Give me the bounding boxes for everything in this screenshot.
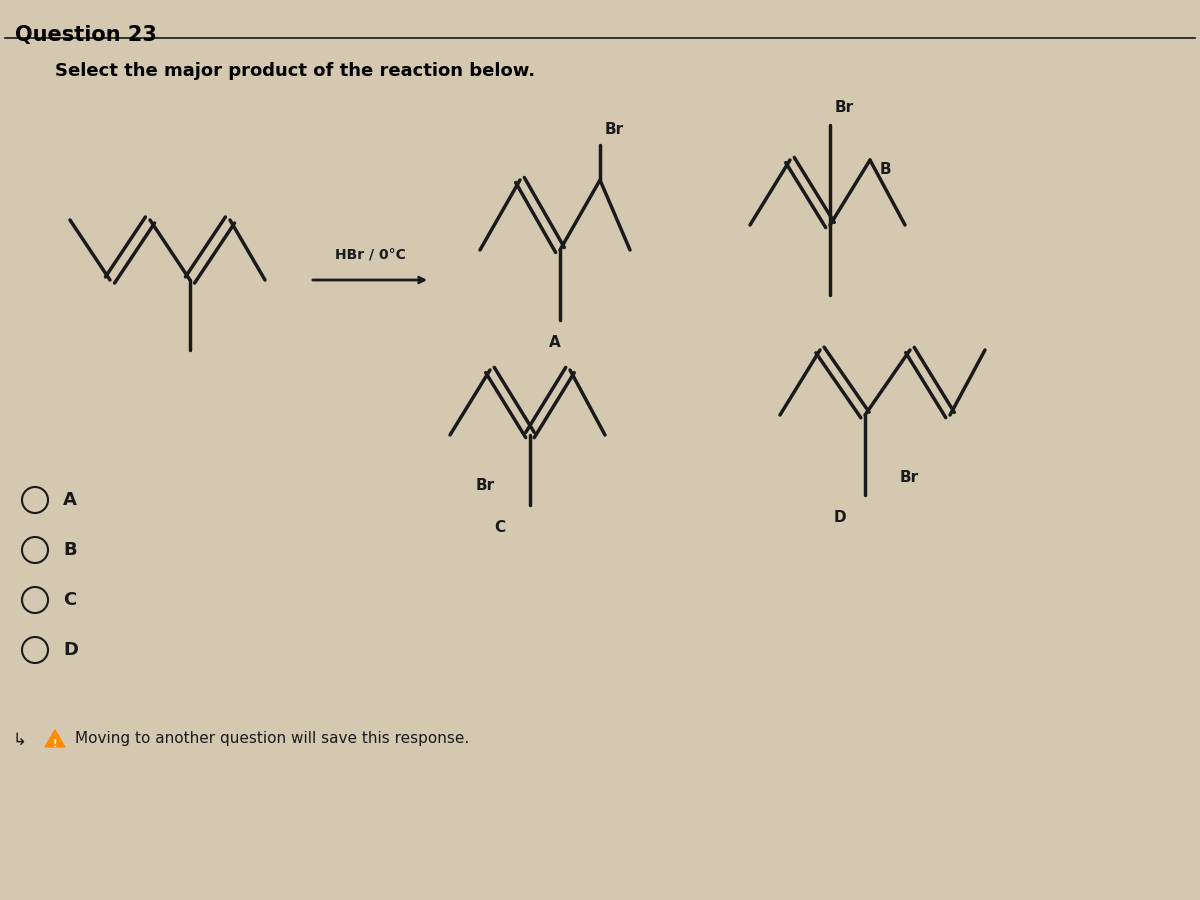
Text: Select the major product of the reaction below.: Select the major product of the reaction… [55, 62, 535, 80]
Text: C: C [494, 520, 505, 535]
Text: !: ! [53, 739, 58, 749]
Text: Moving to another question will save this response.: Moving to another question will save thi… [74, 731, 469, 745]
Text: Br: Br [605, 122, 624, 137]
Text: Question 23: Question 23 [14, 25, 157, 45]
Text: A: A [550, 335, 560, 350]
Text: D: D [64, 641, 78, 659]
Text: D: D [834, 510, 846, 525]
Text: HBr / 0°C: HBr / 0°C [335, 248, 406, 262]
Text: B: B [64, 541, 77, 559]
Text: A: A [64, 491, 77, 509]
Text: Br: Br [835, 100, 854, 115]
Text: Br: Br [476, 478, 496, 492]
Text: B: B [880, 163, 892, 177]
Text: ↳: ↳ [12, 731, 26, 749]
Polygon shape [46, 730, 65, 747]
Text: C: C [64, 591, 77, 609]
Text: Br: Br [900, 470, 919, 485]
